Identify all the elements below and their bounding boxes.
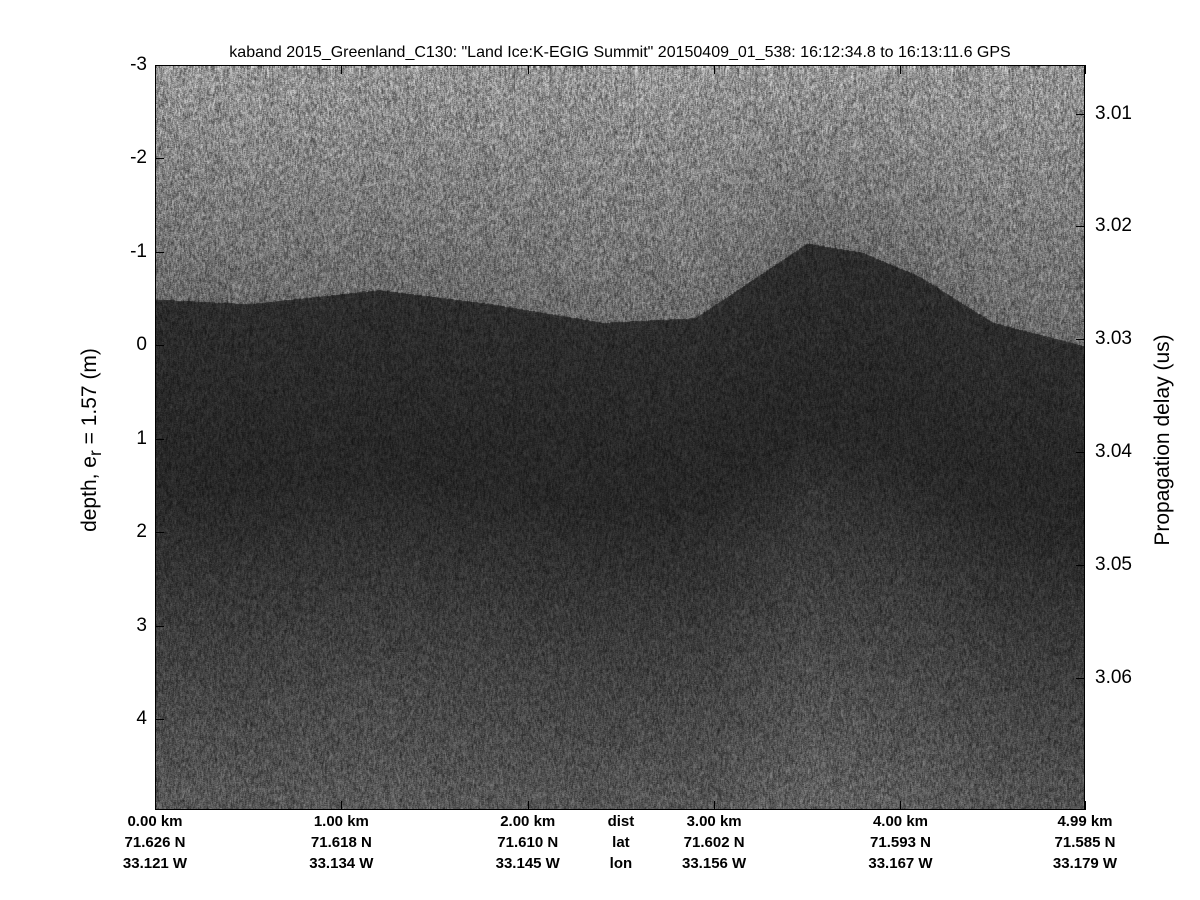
x-tick-label-dist: 3.00 km: [686, 813, 742, 830]
x-tick-top: [714, 65, 716, 74]
y-tick-label: 0: [136, 334, 147, 356]
x-tick-label-lat: 71.602 N: [683, 834, 745, 851]
x-tick-label-dist: 0.00 km: [127, 813, 183, 830]
y-tick-label: 4: [136, 708, 147, 730]
y2-tick-label: 3.03: [1095, 328, 1132, 350]
x-row-label-lat: lat: [612, 834, 630, 851]
y2-tick: [1076, 113, 1085, 115]
y2-tick-label: 3.02: [1095, 215, 1132, 237]
x-tick-label-dist: 2.00 km: [500, 813, 556, 830]
y-tick-label: 1: [136, 427, 147, 449]
x-tick-label-lat: 71.585 N: [1054, 834, 1116, 851]
y-tick: [155, 158, 164, 160]
x-tick-top: [527, 65, 529, 74]
x-tick: [900, 801, 902, 810]
y2-tick: [1076, 452, 1085, 454]
x-tick-label-dist: 4.00 km: [872, 813, 928, 830]
y2-tick: [1076, 565, 1085, 567]
y2-tick-label: 3.06: [1095, 666, 1132, 688]
x-tick-label-lat: 71.618 N: [310, 834, 372, 851]
y2-tick: [1076, 677, 1085, 679]
x-tick-label-lon: 33.134 W: [309, 855, 374, 872]
x-tick: [155, 801, 156, 810]
x-tick: [341, 801, 343, 810]
x-tick-label-dist: 1.00 km: [313, 813, 369, 830]
y-label-subscript: r: [85, 450, 106, 457]
x-tick: [527, 801, 529, 810]
x-tick-top: [341, 65, 343, 74]
x-tick-label-lat: 71.593 N: [870, 834, 931, 851]
y-tick: [155, 438, 164, 440]
y-tick: [155, 251, 164, 253]
x-tick-label-dist: 4.99 km: [1057, 813, 1113, 830]
x-tick: [714, 801, 716, 810]
x-tick-top: [1085, 65, 1086, 74]
y-tick: [155, 65, 164, 66]
y-tick-label: -1: [130, 240, 147, 262]
x-row-label-dist: dist: [607, 813, 635, 830]
y2-axis-label: Propagation delay (us): [1151, 334, 1174, 546]
x-row-label-lon: lon: [609, 855, 633, 872]
echogram-image: [156, 66, 1084, 809]
y-tick: [155, 532, 164, 534]
x-tick-top: [900, 65, 902, 74]
y-tick-label: -2: [130, 147, 147, 169]
y-tick-label: 3: [136, 614, 147, 636]
x-tick-label-lon: 33.121 W: [122, 855, 188, 872]
y-tick: [155, 719, 164, 721]
y2-tick-label: 3.01: [1095, 102, 1132, 124]
y2-tick-label: 3.04: [1095, 441, 1132, 463]
y-tick: [155, 625, 164, 627]
y-tick-label: 2: [136, 521, 147, 543]
x-tick-top: [155, 65, 156, 74]
x-tick-label-lon: 33.145 W: [495, 855, 560, 872]
y2-tick: [1076, 226, 1085, 228]
x-tick: [1085, 801, 1086, 810]
x-tick-label-lat: 71.610 N: [497, 834, 559, 851]
x-tick-label-lat: 71.626 N: [124, 834, 186, 851]
y-tick: [155, 345, 164, 347]
x-tick-label-lon: 33.179 W: [1052, 855, 1118, 872]
echogram-plot: [155, 65, 1085, 810]
y2-tick: [1076, 339, 1085, 341]
x-tick-label-lon: 33.156 W: [682, 855, 747, 872]
y2-tick-label: 3.05: [1095, 554, 1132, 576]
y-tick-label: -3: [130, 54, 147, 75]
chart-title: kaband 2015_Greenland_C130: "Land Ice:K-…: [229, 44, 1011, 61]
x-tick-label-lon: 33.167 W: [868, 855, 933, 872]
